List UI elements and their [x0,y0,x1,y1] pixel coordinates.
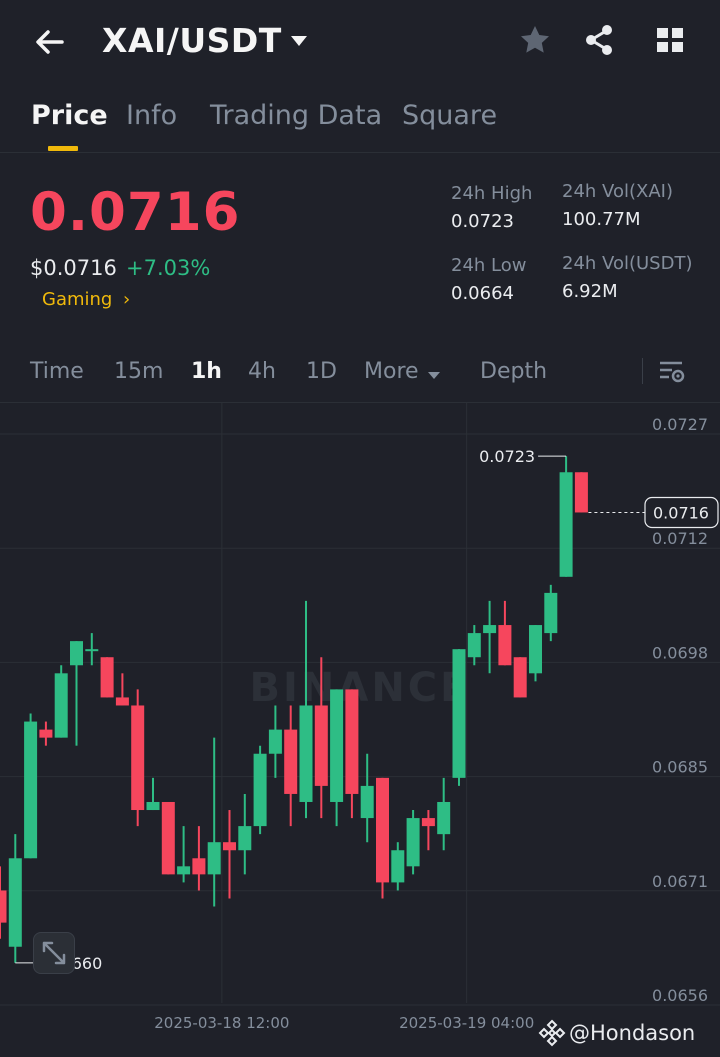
24h-vol-quote-label: 24h Vol(USDT) [562,253,693,274]
24h-low-label: 24h Low [451,255,527,276]
candle-body [54,673,68,738]
more-caret-down-icon[interactable] [427,366,441,385]
candle-body [238,826,252,851]
y-tick-label: 0.0671 [652,872,708,891]
24h-vol-base-value: 100.77M [562,209,641,230]
grid-icon[interactable] [650,20,690,60]
tab-info[interactable]: Info [126,100,178,131]
trading-pair-title[interactable]: XAI/USDT [102,21,282,60]
main-tabs: Price Info Trading Data Square [0,84,720,153]
last-price: 0.0716 [30,182,241,243]
candle-body [253,753,267,827]
candle-body [467,633,481,658]
candle-body [406,818,420,867]
24h-vol-base-label: 24h Vol(XAI) [562,181,673,202]
24h-high-value: 0.0723 [451,211,514,232]
candle-body [284,729,298,794]
candle-body [299,705,313,802]
back-arrow-icon[interactable] [30,22,70,62]
candle-body [330,689,344,802]
candle-body [146,801,160,811]
expand-icon [42,941,66,965]
y-tick-label: 0.0698 [652,643,708,662]
candle-body [544,592,558,634]
y-tick-label: 0.0727 [652,415,708,434]
candle-body [223,842,236,851]
active-tab-indicator [48,146,78,151]
candle-body [207,842,221,875]
interval-1h[interactable]: 1h [191,359,222,384]
fiat-price: $0.0716 [30,256,117,280]
interval-1d[interactable]: 1D [306,359,337,384]
24h-high-label: 24h High [451,183,533,204]
credit-watermark: @Hondason [537,1018,695,1048]
24h-low-value: 0.0664 [451,283,514,304]
chevron-right-icon[interactable]: › [123,289,131,310]
category-tag[interactable]: Gaming [42,289,113,310]
candle-body [437,801,451,835]
max-price-label: 0.0723 [479,447,535,466]
candle-body [100,657,114,698]
candle-body [483,625,497,634]
candle-body [161,801,175,875]
candle-body [24,721,38,859]
y-tick-label: 0.0685 [652,758,708,777]
candle-body [177,866,191,875]
interval-bar: Time 15m 1h 4h 1D More Depth [0,340,720,403]
candle-body [8,858,22,947]
y-tick-label: 0.0656 [652,986,708,1005]
chart-canvas[interactable]: BINANCE 0.0727 0.0712 0.0698 0.0685 0.0671 0.0… [0,403,720,1043]
candle-body [345,689,359,794]
x-tick-label: 2025-03-18 12:00 [154,1014,289,1032]
chart-settings-icon[interactable] [656,356,686,386]
candle-body [421,818,435,827]
toolbar-divider [642,358,643,384]
star-icon[interactable] [515,20,555,60]
expand-chart-button[interactable] [33,932,75,974]
candle-body [360,785,374,819]
candle-body [131,705,145,811]
candlestick-chart[interactable]: BINANCE 0.0727 0.0712 0.0698 0.0685 0.0671 0.0… [0,403,720,1043]
candle-body [452,649,466,778]
binance-logo-icon [538,1019,566,1047]
candle-body [0,890,7,923]
candle-body [574,472,588,513]
24h-vol-quote-value: 6.92M [562,281,618,302]
candle-body [85,649,99,652]
candle-body [39,729,53,738]
current-price-tag [644,496,719,529]
candle-body [559,472,573,577]
tab-price[interactable]: Price [31,100,108,131]
candle-body [529,625,542,674]
interval-time[interactable]: Time [30,359,84,384]
interval-more[interactable]: More [364,359,419,384]
tab-trading-data[interactable]: Trading Data [210,100,383,131]
top-bar: XAI/USDT [0,0,720,84]
share-icon[interactable] [579,20,619,60]
chart-watermark: BINANCE [250,665,471,711]
candle-body [513,657,527,698]
candle-body [391,850,405,883]
candle-body [376,777,389,883]
candle-body [70,641,83,666]
candle-body [498,625,512,666]
candle-body [268,729,282,754]
interval-15m[interactable]: 15m [114,359,164,384]
interval-depth[interactable]: Depth [480,359,548,384]
caret-down-icon[interactable] [289,33,309,52]
candle-body [314,705,328,786]
candle-body [115,697,129,706]
x-tick-label: 2025-03-19 04:00 [399,1014,534,1032]
price-change-percent: +7.03% [126,256,211,280]
candle-body [192,858,206,875]
interval-4h[interactable]: 4h [248,359,276,384]
current-price-label: 0.0716 [653,503,709,522]
y-tick-label: 0.0712 [652,529,708,548]
tab-square[interactable]: Square [402,100,498,131]
